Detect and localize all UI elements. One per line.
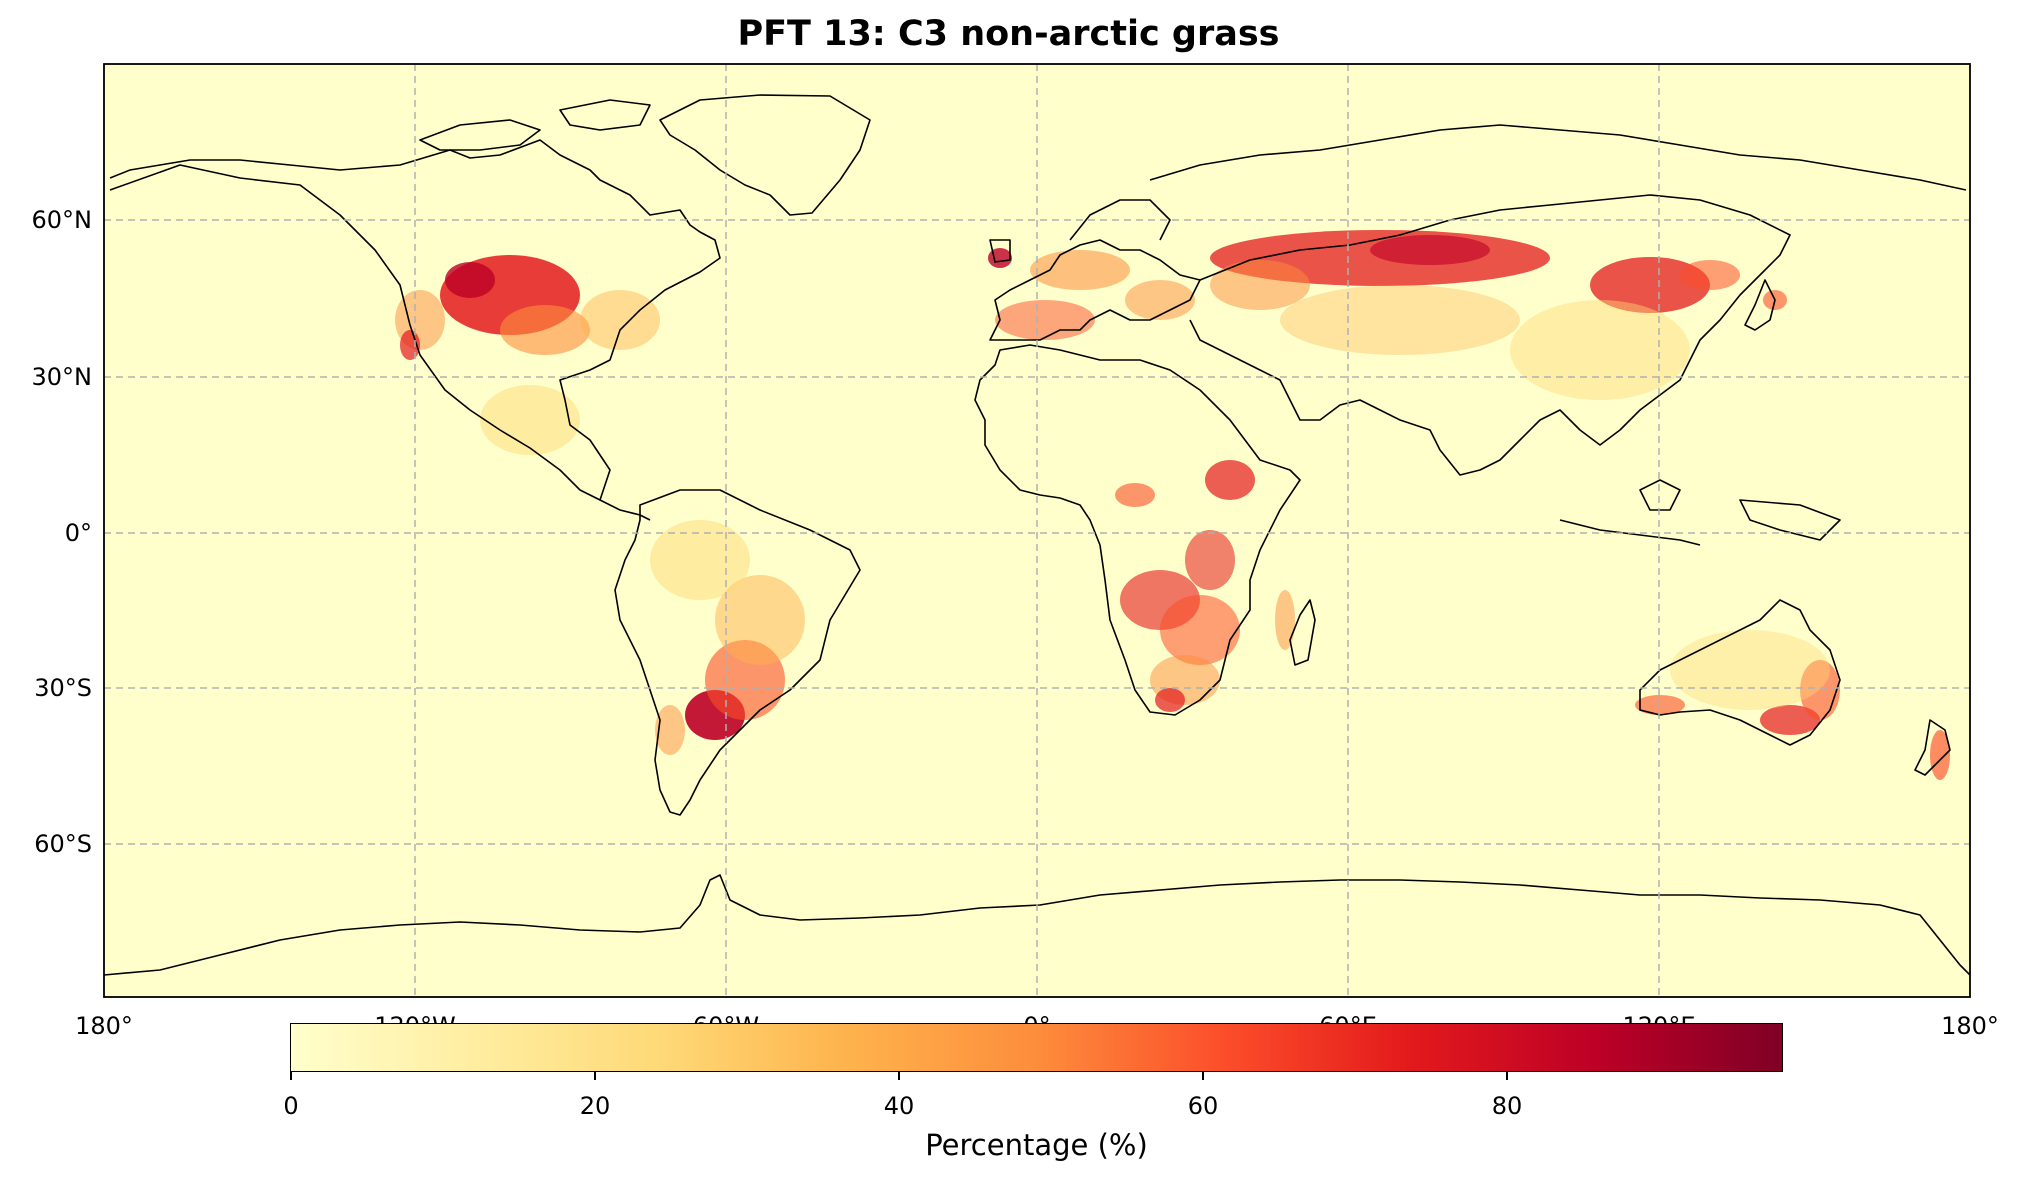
colorbar (290, 1023, 1783, 1072)
lat-label-0: 0° (64, 519, 92, 547)
colorbar-tick-40 (898, 1072, 900, 1080)
coastline-south-america (614, 489, 861, 816)
colorbar-label-0: 0 (283, 1092, 299, 1120)
colorbar-label-60: 60 (1187, 1092, 1219, 1120)
grass-cover-hotspots (395, 230, 1950, 780)
lat-label-60n: 60°N (31, 206, 93, 234)
lat-label-30s: 30°S (34, 674, 92, 702)
map-background (104, 64, 1970, 997)
lat-label-60s: 60°S (34, 830, 92, 858)
map-frame (103, 63, 1971, 998)
colorbar-label-20: 20 (579, 1092, 611, 1120)
coastline-antarctica (103, 874, 1971, 976)
coastline-africa (974, 344, 1301, 716)
colorbar-title: Percentage (%) (925, 1128, 1148, 1162)
map-title: PFT 13: C3 non-arctic grass (737, 14, 1280, 54)
colorbar-tick-60 (1202, 1072, 1204, 1080)
coastlines (103, 94, 1971, 976)
colorbar-label-80: 80 (1491, 1092, 1523, 1120)
colorbar-label-40: 40 (883, 1092, 915, 1120)
coastline-asia (1189, 194, 1791, 476)
lon-label-180e: 180° (1941, 1012, 1999, 1040)
coastline-australia (1639, 599, 1841, 746)
colorbar-tick-80 (1506, 1072, 1508, 1080)
coastline-europe (989, 239, 1201, 341)
coastline-greenland (659, 94, 871, 216)
colorbar-tick-0 (290, 1072, 292, 1080)
lon-label-180w: 180° (75, 1012, 133, 1040)
lat-label-30n: 30°N (31, 363, 93, 391)
colorbar-tick-20 (594, 1072, 596, 1080)
